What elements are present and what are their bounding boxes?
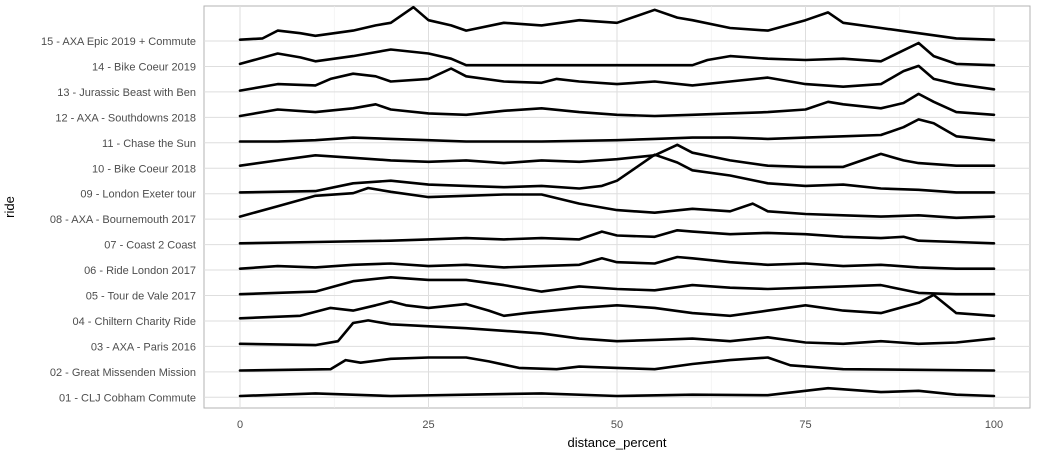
series-line — [238, 356, 996, 372]
series-line — [238, 118, 996, 143]
y-tick-label: 09 - London Exeter tour — [80, 189, 196, 201]
y-tick-label: 05 - Tour de Vale 2017 — [86, 291, 196, 303]
y-tick-label: 13 - Jurassic Beast with Ben — [57, 87, 196, 99]
x-tick-label: 50 — [611, 419, 623, 431]
series-line — [238, 293, 996, 320]
x-tick-label: 100 — [985, 419, 1003, 431]
y-tick-label: 03 - AXA - Paris 2016 — [91, 341, 196, 353]
y-tick-label: 12 - AXA - Southdowns 2018 — [55, 112, 196, 124]
series-line — [238, 319, 996, 347]
series-line — [238, 153, 996, 194]
x-tick-label: 25 — [422, 419, 434, 431]
y-tick-label: 15 - AXA Epic 2019 + Commute — [41, 36, 196, 48]
y-tick-label: 08 - AXA - Bournemouth 2017 — [50, 214, 196, 226]
x-axis-tick-labels: 0 25 50 75 100 — [237, 419, 1003, 431]
y-tick-label: 11 - Chase the Sun — [102, 138, 196, 150]
series-line — [238, 5, 996, 42]
series-line — [238, 229, 996, 245]
x-tick-label: 75 — [799, 419, 811, 431]
series-line — [238, 92, 996, 118]
y-tick-label: 04 - Chiltern Charity Ride — [73, 316, 197, 328]
y-tick-label: 06 - Ride London 2017 — [84, 265, 196, 277]
y-tick-label: 10 - Bike Coeur 2018 — [92, 163, 196, 175]
y-tick-label: 02 - Great Missenden Mission — [50, 367, 196, 379]
y-tick-label: 01 - CLJ Cobham Commute — [59, 392, 196, 404]
y-tick-label: 14 - Bike Coeur 2019 — [92, 61, 196, 73]
series-line — [238, 64, 996, 92]
x-axis-title: distance_percent — [567, 435, 666, 450]
y-axis-title: ride — [2, 196, 17, 218]
series-layer — [238, 5, 996, 398]
series-line — [238, 275, 996, 296]
series-line — [238, 255, 996, 271]
y-axis-tick-labels: 01 - CLJ Cobham Commute 02 - Great Missen… — [41, 36, 196, 404]
series-line — [238, 41, 996, 67]
series-line — [238, 386, 996, 398]
series-line — [238, 186, 996, 220]
y-tick-label: 07 - Coast 2 Coast — [104, 240, 196, 252]
x-tick-label: 0 — [237, 419, 243, 431]
